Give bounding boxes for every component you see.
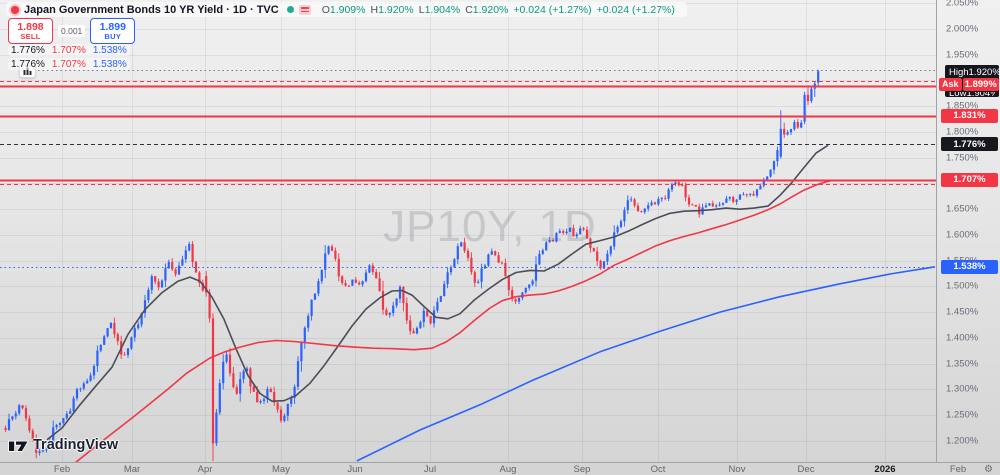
ask-value: 1.899%: [962, 78, 999, 91]
chart-pane: JP10Y, 1D Japan Government Bonds 10 YR Y…: [0, 0, 937, 462]
ma-fast-value: 1.776%: [11, 44, 45, 56]
high-value: 1.920%: [378, 3, 414, 16]
open-value: 1.909%: [329, 3, 366, 16]
tradingview-mark-icon: [8, 440, 29, 452]
price-tick-label: 1.500%: [946, 280, 979, 292]
tooltip-low-value: 1.904%: [966, 92, 995, 97]
price-tick-label: 1.250%: [946, 409, 979, 421]
ask-label: Ask: [939, 78, 962, 91]
ma-fast-value: 1.776%: [11, 58, 45, 70]
time-axis-month-label: Mar: [123, 464, 141, 475]
tooltip-high-label: High: [949, 66, 969, 78]
sell-price: 1.898: [17, 20, 44, 33]
trade-buttons: 1.898 SELL 0.001 1.899 BUY: [8, 18, 136, 44]
high-label: H: [370, 3, 379, 16]
close-label: C: [465, 3, 473, 16]
candlestick-chart: [0, 0, 936, 462]
open-label: O: [321, 3, 330, 16]
time-axis-month-label: Jun: [347, 464, 363, 475]
time-axis-year-label: 2026: [874, 464, 896, 475]
time-axis-month-label: Feb: [53, 464, 71, 475]
price-tick-label: 1.300%: [946, 383, 979, 395]
time-axis-month-label: Feb: [949, 464, 967, 475]
ma-mid-value: 1.707%: [51, 44, 86, 56]
ma-slow-value: 1.538%: [92, 58, 127, 70]
time-axis-month-label: Dec: [797, 464, 815, 475]
market-open-icon: [286, 6, 294, 13]
sell-button[interactable]: 1.898 SELL: [8, 18, 53, 44]
change-value: +0.024 (+1.27%): [513, 3, 592, 16]
time-axis-month-label: Jul: [423, 464, 437, 475]
price-tick-label: 1.350%: [946, 358, 979, 370]
price-tick-label: 1.650%: [946, 203, 979, 215]
tooltip-low-label: Low: [949, 92, 966, 97]
price-level-badge: 1.538%: [941, 259, 998, 274]
indicator-values-row[interactable]: 1.776% 1.707% 1.538%: [8, 44, 130, 56]
low-value: 1.904%: [424, 3, 461, 16]
price-level-badge: 1.707%: [941, 172, 998, 187]
price-tick-label: 1.750%: [946, 152, 979, 164]
time-axis-month-label: May: [272, 464, 290, 475]
price-level-badge: 1.831%: [941, 108, 998, 123]
low-label: L: [418, 3, 425, 16]
indicator-values-row[interactable]: 1.776% 1.707% 1.538%: [8, 58, 130, 70]
tradingview-logo-text: TradingView: [33, 437, 119, 453]
tooltip-high-value: 1.920%: [968, 66, 1000, 78]
market-status-icon: [11, 5, 19, 14]
price-tick-label: 2.000%: [946, 23, 979, 35]
mini-bars-icon: [23, 67, 32, 75]
ma-slow-value: 1.538%: [92, 44, 127, 56]
price-axis[interactable]: High 1.920% Low 1.904% Ask 1.899% 2.050%…: [937, 0, 1000, 462]
delayed-data-icon: [298, 4, 311, 15]
price-tick-label: 2.050%: [946, 0, 979, 9]
price-tick-label: 1.600%: [946, 229, 979, 241]
symbol-watermark: JP10Y, 1D: [383, 202, 597, 251]
spread-value: 0.001: [58, 25, 86, 37]
time-axis-month-label: Sep: [573, 464, 591, 475]
price-tick-label: 1.400%: [946, 332, 979, 344]
time-axis-month-label: Apr: [197, 464, 213, 475]
price-tick-label: 1.950%: [946, 49, 979, 61]
buy-button[interactable]: 1.899 BUY: [90, 18, 136, 44]
tradingview-logo[interactable]: TradingView: [8, 437, 118, 453]
legend: Japan Government Bonds 10 YR Yield · 1D …: [6, 2, 687, 17]
sell-label: SELL: [20, 31, 41, 41]
price-tick-label: 1.850%: [946, 100, 979, 112]
buy-label: BUY: [104, 31, 122, 41]
time-axis-month-label: Aug: [499, 464, 517, 475]
ask-price-badge: Ask 1.899%: [939, 78, 999, 91]
tooltip-clipped-row: Low 1.904%: [949, 92, 995, 97]
close-value: 1.920%: [472, 3, 509, 16]
buy-price: 1.899: [99, 20, 126, 33]
price-tick-label: 1.450%: [946, 306, 979, 318]
price-level-badge: 1.776%: [941, 137, 998, 152]
time-axis-month-label: Oct: [650, 464, 666, 475]
time-axis-settings-icon[interactable]: ⚙: [984, 464, 993, 475]
ohlc-values: O1.909% H1.920% L1.904% C1.920% +0.024 (+1.2…: [322, 4, 680, 16]
legend-title-row: Japan Government Bonds 10 YR Yield · 1D …: [6, 2, 687, 17]
symbol-title[interactable]: Japan Government Bonds 10 YR Yield · 1D …: [24, 3, 279, 16]
time-axis[interactable]: ⚙ Feb Mar Apr May Jun Jul Aug Sep Oct Nov Dec 2026 F…: [0, 462, 1000, 475]
price-tick-label: 1.200%: [946, 435, 979, 447]
time-axis-month-label: Nov: [728, 464, 746, 475]
price-tick-label: 1.800%: [946, 126, 979, 138]
ma-mid-value: 1.707%: [51, 58, 86, 70]
change-value-2: +0.024 (+1.27%): [596, 3, 675, 16]
